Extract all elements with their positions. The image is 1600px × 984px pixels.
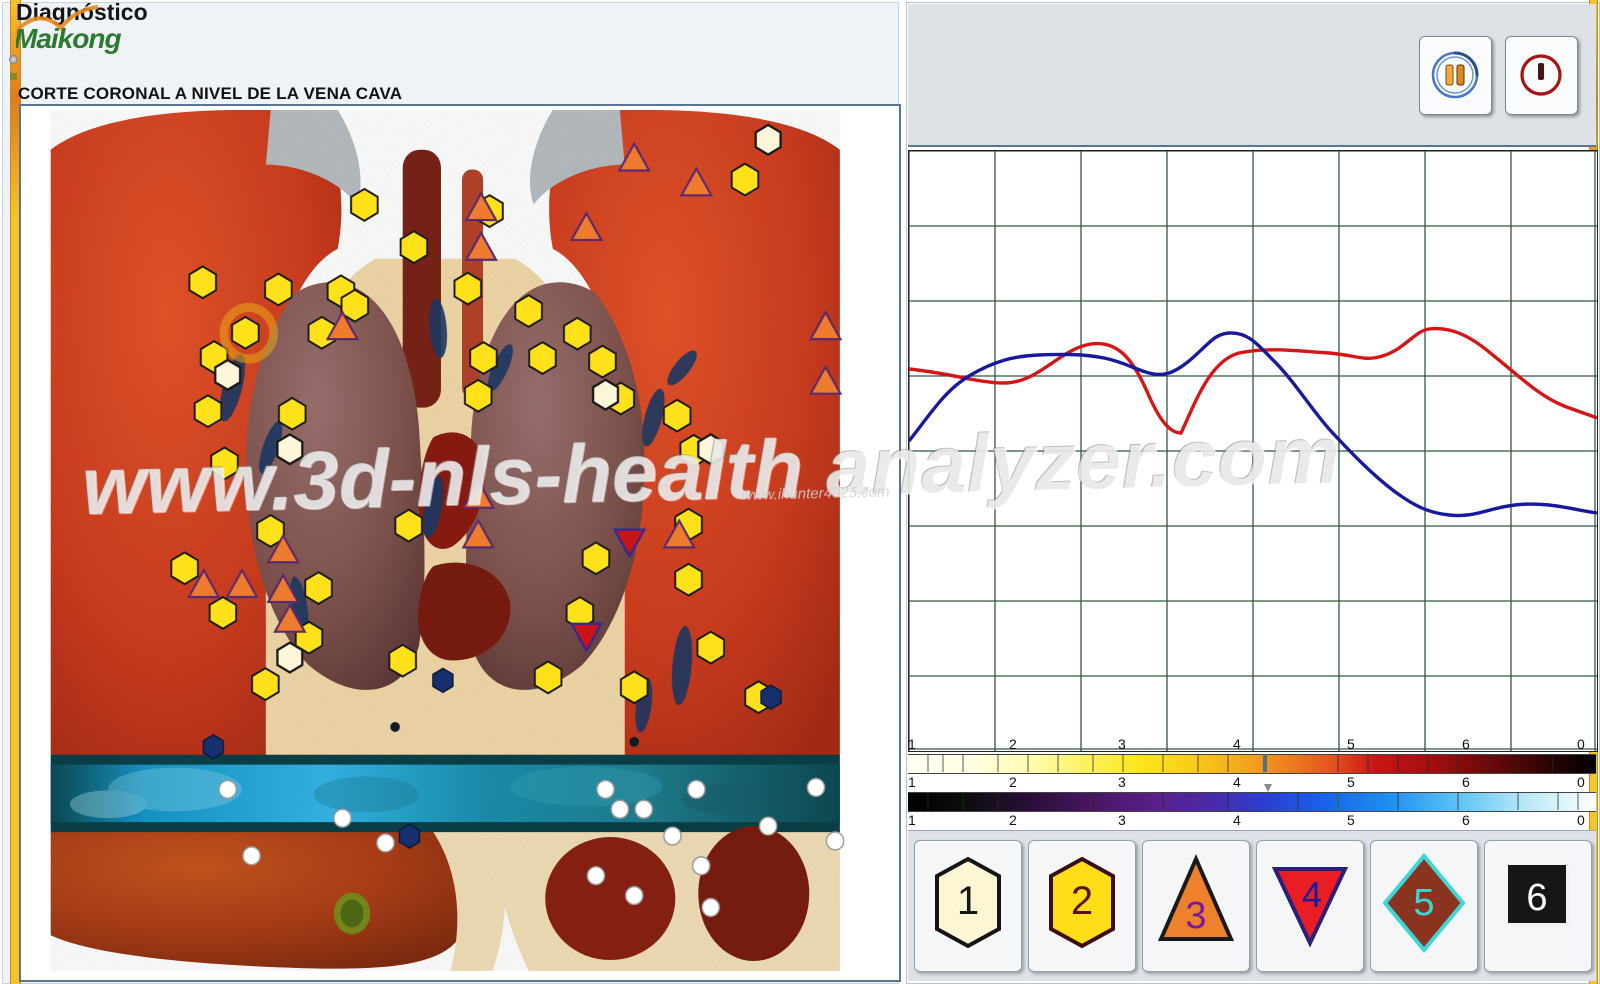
svg-text:5: 5 — [1413, 882, 1434, 924]
svg-text:3: 3 — [1185, 895, 1206, 937]
svg-text:1: 1 — [957, 879, 979, 923]
svg-text:Maikong: Maikong — [16, 23, 121, 54]
svg-text:4: 4 — [1302, 874, 1322, 915]
svg-text:6: 6 — [1526, 877, 1547, 919]
svg-text:2: 2 — [1071, 879, 1093, 923]
